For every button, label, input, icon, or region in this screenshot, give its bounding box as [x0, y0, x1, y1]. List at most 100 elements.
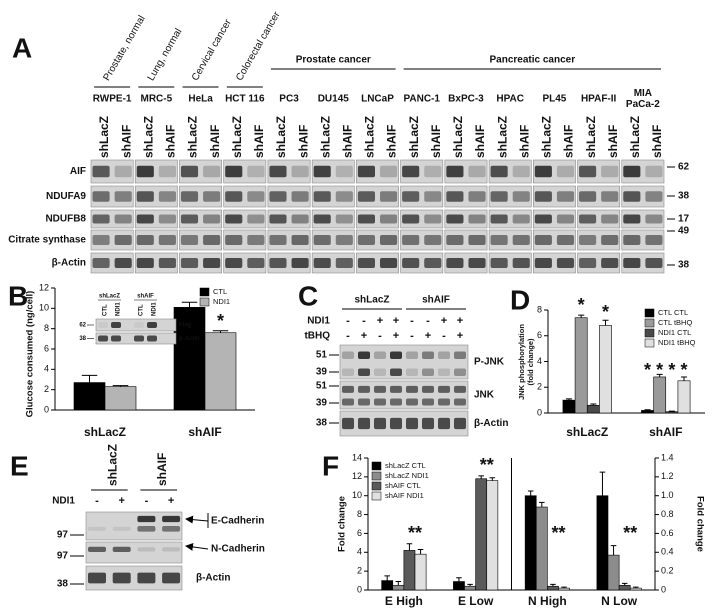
blot-band: [490, 235, 508, 245]
blot-band: [579, 165, 597, 178]
error-bar: [81, 374, 98, 383]
blot-band: [468, 258, 486, 268]
blot-band: [335, 214, 353, 224]
y-tick-label: 8: [537, 304, 542, 314]
treatment-sign: -: [442, 330, 446, 342]
blot-band: [406, 385, 418, 393]
legend-label: NDI1 tBHQ: [658, 338, 696, 347]
treatment-sign: +: [457, 330, 463, 342]
blot-band: [225, 214, 243, 224]
bar: [665, 411, 679, 414]
blot-band: [424, 235, 442, 245]
blot-band: [137, 526, 156, 532]
treatment-label: NDI1: [52, 496, 75, 507]
error-bar: [539, 501, 545, 508]
row-label: AIF: [70, 166, 86, 177]
blot-band: [579, 235, 597, 245]
x-tick-label: shAIF: [649, 425, 682, 439]
blot-band: [247, 214, 265, 224]
panel-letter: A: [12, 32, 32, 63]
mw-marker: 97: [57, 551, 69, 562]
legend-label: CTL: [213, 287, 227, 296]
blot-band: [390, 398, 402, 406]
axis-title: Fold change: [337, 496, 348, 552]
group-label: shLacZ: [106, 444, 120, 486]
bar: [475, 478, 488, 591]
cell-line-name: HCT 116: [225, 94, 265, 105]
error-bar: [478, 475, 484, 479]
cell-line-name: PANC-1: [403, 94, 440, 105]
lane-label: shAIF: [606, 125, 620, 158]
significance-mark: *: [680, 360, 687, 380]
blot-band: [357, 165, 375, 178]
blot-band: [92, 235, 110, 245]
error-bar: [527, 490, 534, 496]
blot-band: [556, 235, 575, 245]
lane-label: shAIF: [164, 125, 178, 158]
mw-marker: 38: [57, 579, 69, 590]
blot-band: [269, 214, 287, 224]
blot-band: [313, 258, 331, 268]
group-label: Prostate cancer: [296, 55, 371, 66]
blot-band: [92, 214, 110, 224]
panel-letter: C: [298, 280, 318, 311]
blot-band: [454, 398, 466, 406]
blot-band: [374, 398, 386, 406]
blot-band: [380, 165, 398, 178]
cell-line-name: RWPE-1: [93, 94, 132, 105]
x-tick-label: E High: [385, 594, 423, 608]
inset-group-label: shLacZ: [99, 294, 120, 300]
blot-band: [406, 417, 418, 430]
blot-band: [147, 335, 157, 342]
blot-band: [468, 191, 486, 202]
blot-band: [203, 235, 221, 245]
axis-title: JNK phosphorylation: [517, 324, 526, 400]
mw-marker: 17: [678, 214, 690, 225]
blot-band: [134, 322, 144, 328]
y-tick-label: 8: [44, 323, 49, 333]
y-tick-label: 12: [352, 471, 362, 481]
blot-band: [534, 165, 552, 178]
error-bar: [565, 398, 573, 401]
cell-line-name: MIA: [634, 88, 652, 99]
error-bar: [621, 582, 628, 586]
row-label: E-Cadherin: [211, 516, 264, 527]
error-bar: [578, 314, 585, 318]
blot-band: [247, 165, 265, 178]
lane-label: shAIF: [429, 125, 443, 158]
blot-band: [137, 547, 156, 552]
blot-band: [162, 515, 181, 523]
y-tick-label: 6: [537, 330, 542, 340]
blot-band: [335, 235, 353, 245]
legend-label: NDI1 CTL: [658, 328, 691, 337]
significance-mark: **: [551, 523, 565, 543]
blot-band: [342, 351, 354, 359]
y-tick-label: 8: [357, 509, 362, 519]
blot-band: [269, 235, 287, 245]
inset-lane-label: CTL: [103, 304, 109, 316]
x-tick-label: shLacZ: [566, 425, 608, 439]
y-tick-label: 10: [39, 303, 49, 313]
blot-band: [313, 165, 331, 178]
blot-band: [291, 214, 309, 224]
blot-band: [424, 191, 442, 202]
treatment-sign: +: [361, 330, 367, 342]
row-label: β-Actin: [52, 258, 86, 269]
blot-band: [601, 165, 619, 178]
blot-band: [490, 214, 508, 224]
blot-band: [247, 191, 265, 202]
blot-band: [114, 235, 132, 245]
blot-band: [342, 385, 354, 393]
blot-band: [203, 258, 221, 268]
blot-band: [335, 191, 353, 202]
lane-label: shLacZ: [584, 116, 598, 158]
blot-band: [162, 526, 181, 532]
blot-band: [335, 258, 353, 268]
blot-band: [136, 165, 154, 178]
blot-band: [422, 385, 434, 393]
blot-band: [112, 572, 131, 584]
bar: [204, 332, 237, 411]
lane-label: shLacZ: [451, 116, 465, 158]
blot-band: [601, 258, 619, 268]
blot-band: [468, 214, 486, 224]
